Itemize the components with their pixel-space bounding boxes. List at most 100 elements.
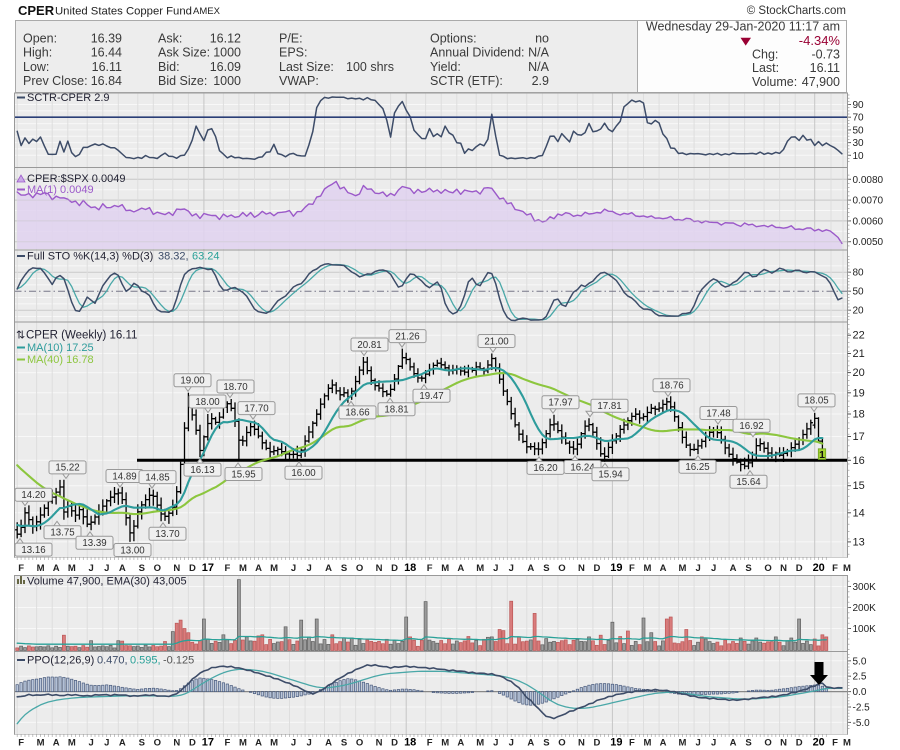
svg-text:O: O — [764, 563, 771, 574]
svg-text:M: M — [441, 738, 449, 749]
svg-text:N: N — [376, 563, 383, 574]
svg-text:F: F — [427, 738, 433, 749]
svg-text:N: N — [780, 563, 787, 574]
svg-text:16.12: 16.12 — [210, 32, 241, 46]
svg-text:1: 1 — [819, 449, 825, 461]
svg-text:-4.34%: -4.34% — [799, 33, 841, 48]
svg-text:M: M — [37, 738, 45, 749]
svg-text:M: M — [476, 738, 484, 749]
svg-text:16.24: 16.24 — [570, 462, 595, 473]
svg-text:F: F — [629, 563, 635, 574]
svg-text:16.11: 16.11 — [810, 61, 840, 75]
svg-text:O: O — [154, 563, 161, 574]
svg-text:18.81: 18.81 — [384, 405, 408, 416]
svg-text:19: 19 — [853, 387, 865, 399]
svg-text:J: J — [306, 563, 311, 574]
svg-text:A: A — [457, 738, 464, 749]
svg-text:17.48: 17.48 — [706, 408, 730, 419]
svg-text:J: J — [509, 563, 514, 574]
svg-text:High:: High: — [23, 46, 52, 60]
svg-text:Options:: Options: — [430, 32, 477, 46]
svg-text:14: 14 — [853, 507, 865, 519]
svg-text:Ask:: Ask: — [158, 32, 182, 46]
svg-text:MA(40) 16.78: MA(40) 16.78 — [27, 354, 94, 366]
svg-text:18: 18 — [404, 562, 416, 574]
svg-text:MA(10) 17.25: MA(10) 17.25 — [27, 342, 94, 354]
svg-text:22: 22 — [853, 330, 865, 342]
svg-text:J: J — [104, 738, 109, 749]
svg-text:Annual Dividend:: Annual Dividend: — [430, 46, 525, 60]
svg-text:-2.5: -2.5 — [853, 703, 871, 714]
svg-text:Chg:: Chg: — [752, 48, 778, 62]
svg-text:A: A — [255, 563, 262, 574]
svg-text:no: no — [535, 32, 549, 46]
svg-text:United States Copper Fund: United States Copper Fund — [55, 6, 192, 18]
svg-text:17.81: 17.81 — [597, 401, 621, 412]
svg-text:21.00: 21.00 — [484, 336, 509, 347]
svg-text:D: D — [189, 738, 196, 749]
svg-text:18.76: 18.76 — [659, 381, 683, 392]
svg-text:M: M — [270, 738, 278, 749]
svg-text:16.00: 16.00 — [291, 468, 316, 479]
svg-text:N: N — [173, 738, 180, 749]
svg-text:A: A — [660, 738, 667, 749]
svg-text:M: M — [644, 563, 652, 574]
svg-text:F: F — [224, 738, 230, 749]
svg-text:N: N — [173, 563, 180, 574]
svg-text:J: J — [509, 738, 514, 749]
svg-text:M: M — [239, 738, 247, 749]
svg-text:21: 21 — [853, 348, 865, 360]
svg-text:70: 70 — [853, 113, 865, 124]
svg-text:21.26: 21.26 — [395, 331, 419, 342]
svg-text:16.92: 16.92 — [739, 421, 763, 432]
svg-text:S: S — [341, 738, 347, 749]
svg-text:100 shrs: 100 shrs — [346, 60, 394, 74]
svg-text:D: D — [189, 563, 196, 574]
svg-text:13.00: 13.00 — [120, 545, 145, 556]
svg-text:90: 90 — [853, 100, 865, 111]
svg-text:200K: 200K — [853, 603, 877, 614]
svg-text:15.22: 15.22 — [55, 463, 79, 474]
svg-text:2.9: 2.9 — [532, 74, 549, 88]
svg-text:CPER: CPER — [18, 3, 55, 18]
svg-text:19.47: 19.47 — [419, 391, 443, 402]
svg-text:16.09: 16.09 — [210, 60, 241, 74]
svg-text:A: A — [527, 738, 534, 749]
svg-text:O: O — [356, 738, 363, 749]
svg-text:SCTR (ETF):: SCTR (ETF): — [430, 74, 503, 88]
svg-text:20: 20 — [813, 737, 825, 749]
svg-text:18.05: 18.05 — [804, 396, 828, 407]
svg-text:M: M — [68, 738, 76, 749]
svg-text:13.70: 13.70 — [155, 529, 180, 540]
svg-text:P/E:: P/E: — [279, 32, 303, 46]
svg-text:A: A — [730, 738, 737, 749]
svg-text:M: M — [679, 563, 687, 574]
svg-text:18: 18 — [853, 409, 865, 421]
svg-text:16.20: 16.20 — [533, 463, 558, 474]
svg-text:13.75: 13.75 — [50, 528, 74, 539]
svg-text:0.0: 0.0 — [853, 687, 867, 698]
svg-text:17.70: 17.70 — [244, 403, 269, 414]
svg-text:J: J — [711, 563, 716, 574]
svg-text:M: M — [644, 738, 652, 749]
svg-text:14.89: 14.89 — [112, 471, 136, 482]
svg-text:N/A: N/A — [528, 46, 550, 60]
svg-text:14.20: 14.20 — [21, 490, 46, 501]
svg-text:Wednesday 29-Jan-2020 11:17 am: Wednesday 29-Jan-2020 11:17 am — [646, 20, 840, 34]
svg-text:0.0080: 0.0080 — [853, 175, 884, 186]
svg-text:15: 15 — [853, 480, 865, 492]
svg-text:⇅: ⇅ — [16, 330, 25, 342]
svg-text:30: 30 — [853, 138, 865, 149]
svg-text:-0.125: -0.125 — [163, 655, 194, 667]
svg-text:Volume:: Volume: — [752, 75, 797, 89]
svg-text:M: M — [843, 738, 851, 749]
svg-text:F: F — [832, 738, 838, 749]
svg-text:M: M — [476, 563, 484, 574]
svg-text:N: N — [376, 738, 383, 749]
svg-text:13.16: 13.16 — [21, 545, 45, 556]
svg-text:D: D — [391, 738, 398, 749]
svg-text:A: A — [325, 563, 332, 574]
svg-text:S: S — [543, 563, 549, 574]
svg-text:16.25: 16.25 — [685, 462, 709, 473]
svg-text:J: J — [89, 738, 94, 749]
